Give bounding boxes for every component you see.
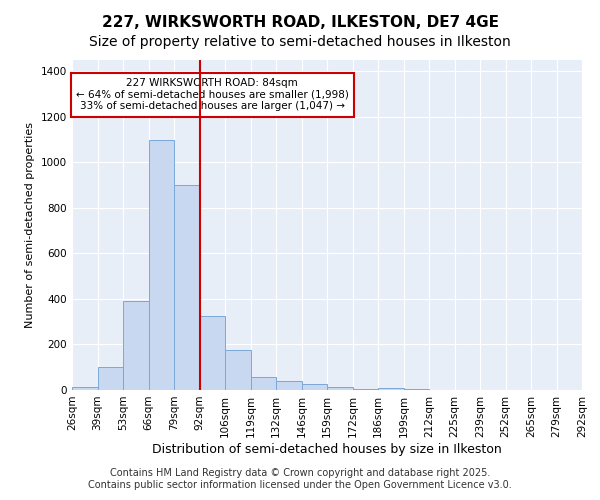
Text: Size of property relative to semi-detached houses in Ilkeston: Size of property relative to semi-detach… [89, 35, 511, 49]
Bar [149, 140, 174, 390]
Bar [174, 185, 199, 390]
Bar [97, 367, 123, 390]
Bar [302, 384, 327, 390]
X-axis label: Distribution of semi-detached houses by size in Ilkeston: Distribution of semi-detached houses by … [152, 442, 502, 456]
Text: 227, WIRKSWORTH ROAD, ILKESTON, DE7 4GE: 227, WIRKSWORTH ROAD, ILKESTON, DE7 4GE [101, 15, 499, 30]
Bar [199, 316, 225, 390]
Text: 227 WIRKSWORTH ROAD: 84sqm
← 64% of semi-detached houses are smaller (1,998)
33%: 227 WIRKSWORTH ROAD: 84sqm ← 64% of semi… [76, 78, 349, 112]
Text: Contains HM Land Registry data © Crown copyright and database right 2025.
Contai: Contains HM Land Registry data © Crown c… [88, 468, 512, 490]
Bar [72, 386, 97, 390]
Bar [353, 389, 378, 390]
Bar [378, 388, 404, 390]
Bar [276, 381, 302, 390]
Bar [225, 350, 251, 390]
Y-axis label: Number of semi-detached properties: Number of semi-detached properties [25, 122, 35, 328]
Bar [327, 386, 353, 390]
Bar [251, 378, 276, 390]
Bar [123, 301, 149, 390]
